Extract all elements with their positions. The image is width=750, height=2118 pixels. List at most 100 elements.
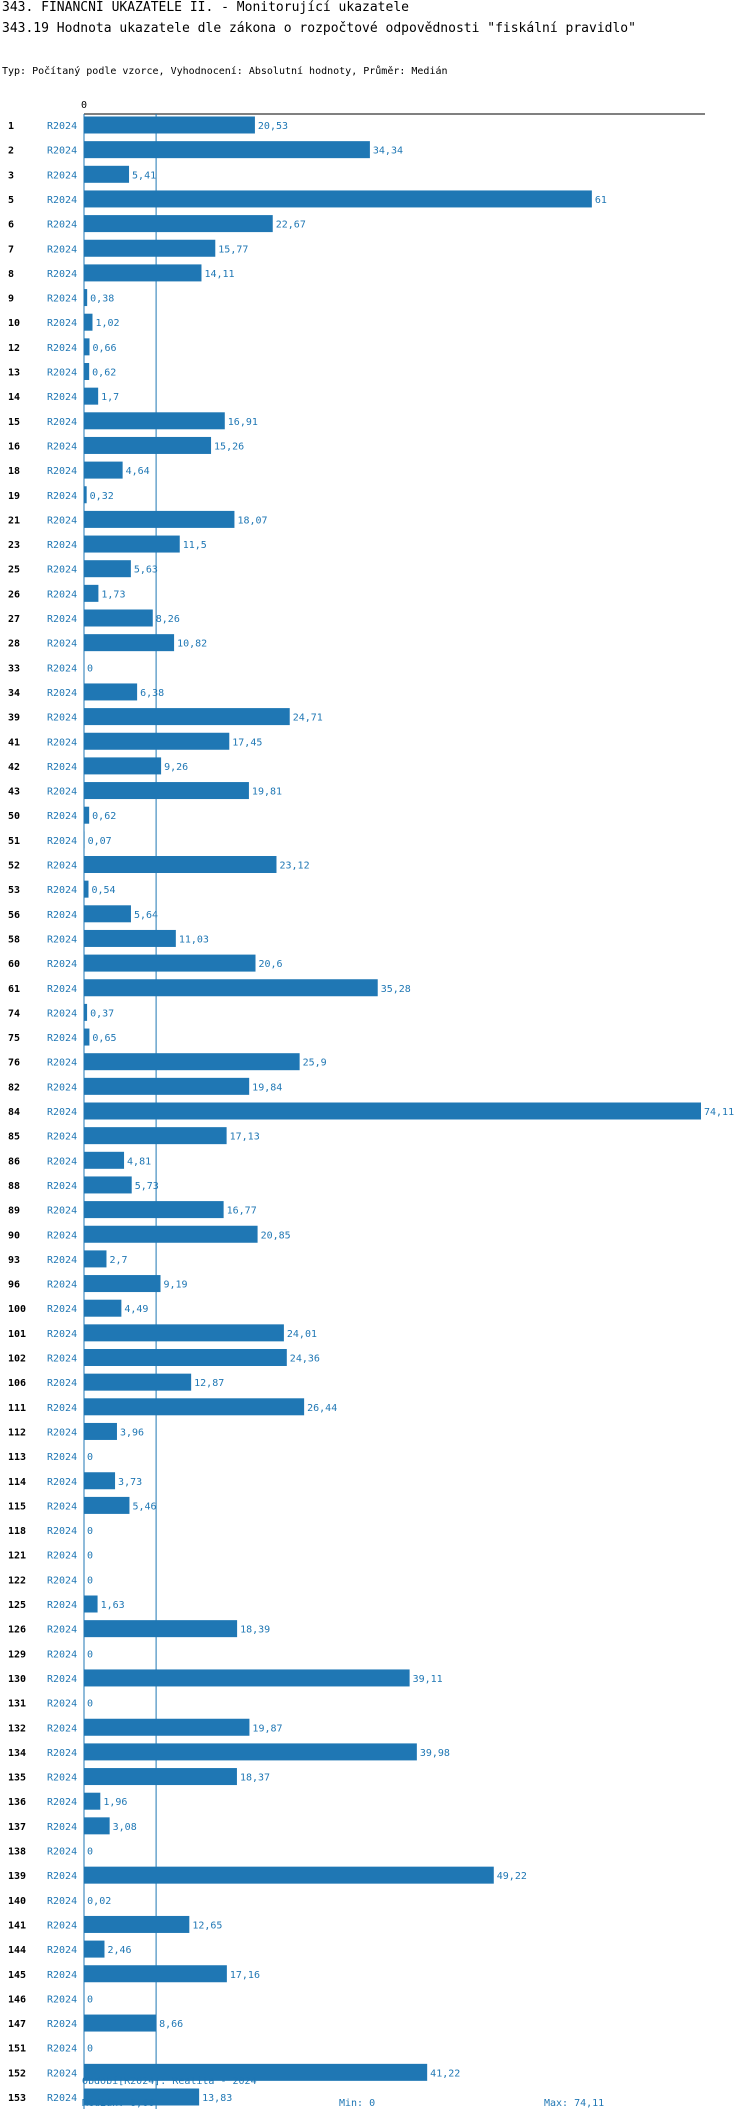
value-label: 9,19 — [164, 1280, 188, 1291]
bar — [84, 165, 130, 183]
series-label: R2024 — [47, 1822, 77, 1833]
row-label: 14 — [8, 392, 20, 403]
bar — [84, 1275, 161, 1293]
bar — [84, 1349, 287, 1366]
series-label: R2024 — [47, 589, 77, 600]
series-label: R2024 — [47, 1378, 77, 1389]
value-label: 0 — [87, 1994, 93, 2005]
series-label: R2024 — [47, 1896, 77, 1907]
row-label: 135 — [8, 1773, 26, 1784]
series-label: R2024 — [47, 220, 77, 231]
series-label: R2024 — [47, 1255, 77, 1266]
row-label: 106 — [8, 1378, 26, 1389]
bar — [84, 683, 138, 701]
value-label: 12,87 — [194, 1378, 224, 1389]
bar — [84, 1768, 237, 1786]
series-label: R2024 — [47, 2068, 77, 2079]
value-label: 5,63 — [134, 565, 158, 576]
bar — [84, 1792, 101, 1810]
value-label: 0 — [87, 1575, 93, 1586]
bar — [84, 239, 216, 257]
value-label: 6,38 — [140, 688, 164, 699]
row-label: 131 — [8, 1699, 26, 1710]
series-label: R2024 — [47, 1132, 77, 1143]
bar — [84, 1151, 125, 1169]
row-label: 153 — [8, 2093, 26, 2104]
row-label: 74 — [8, 1008, 20, 1019]
row-label: 21 — [8, 515, 20, 526]
series-label: R2024 — [47, 294, 77, 305]
series-label: R2024 — [47, 984, 77, 995]
value-label: 0,62 — [92, 811, 116, 822]
bar — [84, 1422, 117, 1440]
row-label: 146 — [8, 1994, 26, 2005]
value-label: 35,28 — [381, 984, 411, 995]
series-label: R2024 — [47, 1354, 77, 1365]
series-label: R2024 — [47, 1871, 77, 1882]
value-label: 16,77 — [227, 1206, 257, 1217]
row-label: 50 — [8, 811, 20, 822]
series-label: R2024 — [47, 1773, 77, 1784]
max-summary: Max: 74,11 — [544, 2098, 605, 2109]
bar — [84, 1373, 192, 1391]
bar — [84, 782, 249, 800]
value-label: 18,37 — [240, 1773, 270, 1784]
value-label: 1,96 — [103, 1797, 127, 1808]
value-label: 20,53 — [258, 121, 288, 132]
row-label: 26 — [8, 589, 20, 600]
value-label: 17,45 — [232, 737, 262, 748]
series-label: R2024 — [47, 2044, 77, 2055]
series-label: R2024 — [47, 1920, 77, 1931]
row-label: 100 — [8, 1304, 26, 1315]
row-label: 23 — [8, 540, 20, 551]
row-label: 118 — [8, 1526, 26, 1537]
value-label: 5,46 — [132, 1501, 156, 1512]
row-label: 58 — [8, 934, 20, 945]
row-label: 61 — [8, 984, 20, 995]
row-label: 141 — [8, 1920, 26, 1931]
row-label: 75 — [8, 1033, 20, 1044]
series-label: R2024 — [47, 1501, 77, 1512]
value-label: 3,73 — [118, 1477, 142, 1488]
series-label: R2024 — [47, 713, 77, 724]
series-label: R2024 — [47, 540, 77, 551]
row-label: 121 — [8, 1551, 26, 1562]
series-label: R2024 — [47, 1526, 77, 1537]
value-label: 11,03 — [179, 934, 209, 945]
series-label: R2024 — [47, 170, 77, 181]
period-label: Období[R2024]: Realita - 2024 — [82, 2076, 257, 2087]
value-label: 22,67 — [276, 220, 306, 231]
row-label: 13 — [8, 368, 20, 379]
row-label: 145 — [8, 1970, 26, 1981]
series-label: R2024 — [47, 1797, 77, 1808]
row-label: 130 — [8, 1674, 26, 1685]
bar — [84, 412, 225, 430]
series-label: R2024 — [47, 269, 77, 280]
value-label: 20,6 — [259, 959, 283, 970]
series-label: R2024 — [47, 639, 77, 650]
value-label: 0,37 — [90, 1008, 114, 1019]
row-label: 3 — [8, 170, 14, 181]
series-label: R2024 — [47, 836, 77, 847]
series-label: R2024 — [47, 146, 77, 157]
series-label: R2024 — [47, 368, 77, 379]
bar — [84, 215, 273, 233]
series-label: R2024 — [47, 1156, 77, 1167]
value-label: 61 — [595, 195, 607, 206]
value-label: 13,83 — [202, 2093, 232, 2104]
bar — [84, 806, 90, 824]
bar — [84, 313, 93, 331]
bar — [84, 1324, 284, 1342]
series-label: R2024 — [47, 1008, 77, 1019]
value-label: 24,36 — [290, 1354, 320, 1365]
series-label: R2024 — [47, 2019, 77, 2030]
bar — [84, 954, 256, 972]
bar — [84, 387, 99, 405]
series-label: R2024 — [47, 1427, 77, 1438]
row-label: 140 — [8, 1896, 26, 1907]
series-label: R2024 — [47, 1403, 77, 1414]
bar — [84, 1472, 116, 1490]
value-label: 11,5 — [183, 540, 207, 551]
series-label: R2024 — [47, 1477, 77, 1488]
value-label: 4,81 — [127, 1156, 151, 1167]
